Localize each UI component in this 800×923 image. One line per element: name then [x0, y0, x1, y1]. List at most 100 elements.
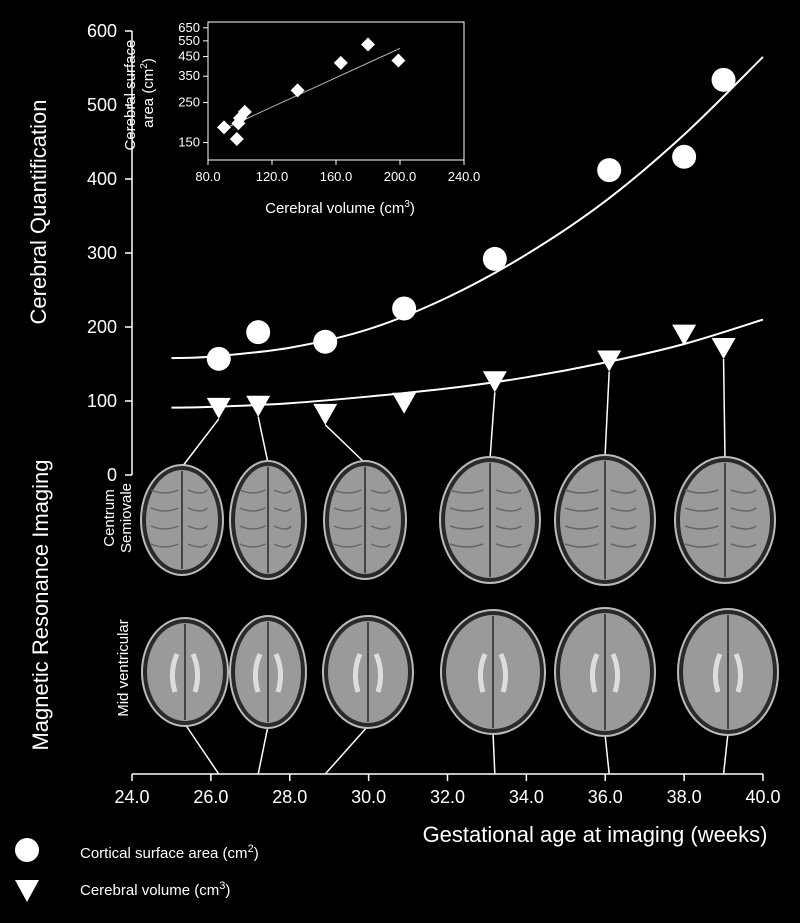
mri-slice-top-6 — [674, 456, 776, 584]
surface-area-point — [482, 246, 507, 271]
inset-point — [290, 83, 305, 98]
mri-sulcus — [370, 525, 391, 530]
volume-point — [711, 337, 736, 359]
volume-point — [246, 395, 271, 417]
surface-area-point — [392, 296, 417, 321]
inset-y-tick-label: 150 — [178, 135, 200, 150]
mri-sulcus — [495, 525, 522, 530]
mri-sulcus — [187, 543, 208, 548]
mri-sulcus — [239, 489, 266, 494]
mri-sulcus — [684, 525, 719, 530]
mri-ventricles — [712, 652, 744, 693]
mri-panel — [140, 358, 779, 775]
mri-ventricles — [589, 652, 621, 693]
connector-line — [492, 731, 496, 775]
legend-circle-marker — [15, 838, 39, 862]
mri-sulcus — [239, 507, 266, 512]
x-tick-label: 32.0 — [430, 787, 465, 807]
x-tick-label: 38.0 — [667, 787, 702, 807]
mri-slice-top-3 — [323, 460, 407, 580]
mri-sulcus — [495, 489, 522, 494]
inset-fit-line — [220, 47, 401, 131]
connector-line — [489, 392, 496, 460]
mri-sulcus — [370, 489, 391, 494]
mri-sulcus — [150, 489, 179, 494]
mri-sulcus — [610, 489, 637, 494]
mri-sulcus — [610, 525, 637, 530]
x-tick-label: 36.0 — [588, 787, 623, 807]
legend-label-cerebral-volume: Cerebral volume (cm3) — [80, 880, 230, 899]
volume-point — [392, 392, 417, 414]
mri-sulcus — [495, 543, 522, 548]
legend: Cortical surface area (cm2) Cerebral vol… — [15, 838, 259, 902]
mri-sulcus — [187, 525, 208, 530]
volume-point — [597, 350, 622, 372]
mri-sulcus — [187, 489, 208, 494]
connector-line — [257, 725, 269, 775]
mri-slice-bottom-2 — [229, 615, 307, 729]
inset-x-axis-title: Cerebral volume (cm3) — [265, 199, 415, 217]
mri-sulcus — [495, 507, 522, 512]
mri-ventricles — [252, 652, 284, 693]
x-axis-title: Gestational age at imaging (weeks) — [423, 822, 768, 847]
mri-sulcus — [239, 543, 266, 548]
surface-area-point — [711, 67, 736, 92]
legend-triangle-marker — [15, 880, 39, 902]
inset-chart: 80.0 120.0 160.0 200.0 240.0 150 250 350 4505506… — [178, 20, 480, 184]
connector-line — [324, 725, 369, 775]
mri-sulcus — [449, 507, 484, 512]
fit-curve-volume — [171, 318, 764, 409]
inset-point — [217, 120, 231, 135]
mri-sulcus — [150, 525, 179, 530]
mri-sulcus — [273, 507, 292, 512]
inset-y-tick-label: 350 — [178, 68, 200, 83]
connector-line — [604, 733, 610, 775]
inset-y-tick-label: 650 — [178, 20, 200, 35]
main-fit-curves — [171, 56, 764, 409]
volume-point — [206, 397, 231, 419]
mri-sulcus — [684, 489, 719, 494]
mri-sulcus — [333, 489, 362, 494]
volume-point — [313, 403, 338, 425]
inset-frame — [207, 21, 465, 161]
mri-ventricles — [352, 652, 384, 693]
mri-slice-top-2 — [229, 460, 307, 580]
mri-sulcus — [333, 543, 362, 548]
y-axis-title: Cerebral Quantification — [26, 99, 51, 324]
mri-sulcus — [333, 507, 362, 512]
mri-sulcus — [730, 525, 757, 530]
y-tick-label: 100 — [87, 391, 117, 411]
inset-x-tick-label: 80.0 — [195, 169, 220, 184]
mri-sulcus — [239, 525, 266, 530]
mri-sulcus — [449, 489, 484, 494]
volume-point — [672, 324, 697, 346]
main-points — [206, 67, 736, 425]
surface-area-point — [672, 144, 697, 169]
mri-sulcus — [150, 507, 179, 512]
mri-panel-title: Magnetic Resonance Imaging — [28, 459, 53, 750]
mri-sulcus — [564, 543, 599, 548]
y-tick-label: 400 — [87, 169, 117, 189]
row-label-centrum: CentrumSemiovale — [101, 483, 135, 553]
inset-point — [391, 53, 406, 68]
row-label-mid-ventricular: Mid ventricular — [115, 619, 132, 717]
mri-sulcus — [564, 525, 599, 530]
connector-line — [184, 723, 220, 775]
mri-sulcus — [449, 525, 484, 530]
mri-sulcus — [150, 543, 179, 548]
mri-ventricles — [169, 652, 201, 693]
mri-sulcus — [273, 525, 292, 530]
mri-slice-bottom-6 — [677, 608, 779, 736]
y-tick-label: 0 — [107, 465, 117, 485]
mri-slice-bottom-4 — [440, 609, 546, 735]
mri-sulcus — [187, 507, 208, 512]
connector-line — [324, 424, 366, 464]
inset-point — [333, 55, 348, 70]
x-tick-label: 28.0 — [272, 787, 307, 807]
surface-area-point — [206, 346, 231, 371]
x-tick-label: 26.0 — [193, 787, 228, 807]
mri-ventricles — [477, 652, 509, 693]
mri-sulcus — [564, 489, 599, 494]
surface-area-point — [246, 320, 271, 345]
